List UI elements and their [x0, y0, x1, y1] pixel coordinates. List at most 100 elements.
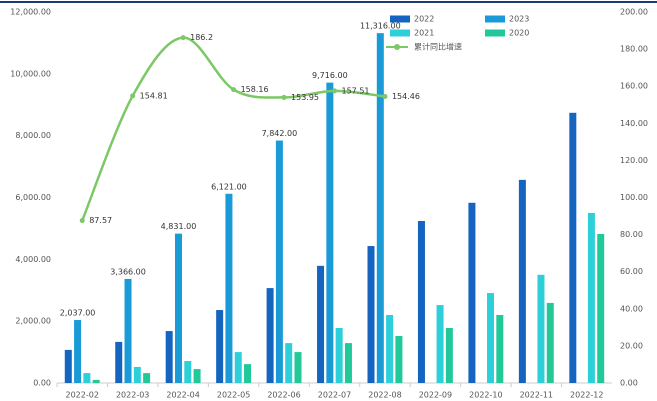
line-value-label: 87.57 — [89, 216, 112, 225]
bar — [326, 82, 334, 383]
legend-marker — [394, 44, 400, 50]
line-point — [231, 87, 237, 93]
x-tick-label: 2022-06 — [267, 391, 300, 400]
line-point — [79, 218, 85, 224]
bar — [193, 369, 201, 383]
y-tick-label: 6,000.00 — [15, 193, 51, 202]
y-tick-label: 10,000.00 — [10, 69, 51, 78]
y-tick-label: 2,000.00 — [15, 317, 51, 326]
bar — [64, 349, 72, 383]
y2-tick-label: 60.00 — [620, 267, 643, 276]
x-tick-label: 2022-03 — [116, 391, 149, 400]
bar — [133, 366, 141, 383]
bar — [537, 274, 545, 383]
y-tick-label: 4,000.00 — [15, 255, 51, 264]
y-tick-label: 12,000.00 — [10, 8, 51, 17]
legend-label: 2023 — [509, 15, 529, 24]
line — [81, 36, 386, 222]
line-point — [382, 93, 388, 99]
bar — [83, 373, 91, 383]
bar — [395, 336, 403, 383]
bar — [225, 193, 233, 383]
y2-tick-label: 120.00 — [620, 156, 648, 165]
y2-tick-label: 80.00 — [620, 230, 643, 239]
y2-tick-label: 180.00 — [620, 45, 648, 54]
legend-label: 2020 — [509, 29, 529, 38]
line-point — [130, 93, 136, 99]
line-value-label: 186.2 — [190, 33, 213, 42]
x-tick-label: 2022-12 — [570, 391, 603, 400]
bar — [386, 314, 394, 383]
bar — [184, 361, 192, 383]
line-point — [180, 35, 186, 41]
legend-swatch — [485, 15, 505, 23]
line-point — [281, 94, 287, 100]
x-tick-label: 2022-02 — [66, 391, 99, 400]
x-tick-label: 2022-09 — [419, 391, 452, 400]
bar — [74, 320, 82, 383]
legend-label: 累计同比增速 — [414, 42, 462, 52]
line-value-label: 154.81 — [140, 91, 168, 100]
legend-swatch — [390, 29, 410, 37]
bar — [92, 379, 100, 383]
y2-tick-label: 20.00 — [620, 341, 643, 350]
y-tick-label: 8,000.00 — [15, 131, 51, 140]
bar-value-label: 6,121.00 — [211, 182, 247, 191]
line-value-label: 154.46 — [392, 92, 420, 101]
bar-value-label: 3,366.00 — [110, 267, 146, 276]
line-point — [332, 88, 337, 94]
legend-label: 2021 — [414, 29, 434, 38]
bar — [468, 202, 476, 383]
bar — [445, 327, 453, 383]
y-tick-label: 0.00 — [33, 379, 51, 388]
line-value-label: 157.51 — [342, 86, 370, 95]
bar-value-label: 9,716.00 — [312, 71, 348, 80]
x-tick-label: 2022-10 — [469, 391, 502, 400]
legend-label: 2022 — [414, 15, 434, 24]
bar — [546, 302, 554, 383]
y2-tick-label: 140.00 — [620, 119, 648, 128]
bar-value-label: 11,316.00 — [360, 22, 401, 31]
bar — [294, 352, 302, 383]
legend-swatch — [390, 15, 410, 23]
bar — [344, 343, 352, 383]
bar — [234, 352, 242, 383]
bar — [216, 310, 224, 383]
y2-tick-label: 100.00 — [620, 193, 648, 202]
bar — [417, 220, 425, 383]
bar — [285, 343, 293, 383]
bar — [165, 331, 173, 383]
bar-value-label: 7,842.00 — [262, 129, 298, 138]
bar — [317, 265, 325, 383]
bar — [587, 212, 595, 383]
x-tick-label: 2022-11 — [520, 391, 553, 400]
bar-value-label: 4,831.00 — [161, 222, 197, 231]
bar — [376, 33, 384, 383]
bar — [487, 293, 495, 383]
bar — [367, 246, 375, 383]
bar — [569, 112, 577, 383]
bar — [266, 288, 274, 383]
legend-swatch — [485, 29, 505, 37]
y2-tick-label: 160.00 — [620, 82, 648, 91]
y2-tick-label: 200.00 — [620, 8, 648, 17]
x-tick-label: 2022-04 — [166, 391, 199, 400]
line-value-label: 158.16 — [241, 85, 269, 94]
bar — [124, 278, 132, 383]
bar — [496, 314, 504, 383]
bar — [597, 233, 605, 383]
x-tick-label: 2022-08 — [368, 391, 401, 400]
x-tick-label: 2022-05 — [217, 391, 250, 400]
bar — [174, 233, 182, 383]
bar — [335, 327, 343, 383]
bar — [143, 373, 151, 383]
bar — [275, 140, 283, 383]
y2-tick-label: 40.00 — [620, 304, 643, 313]
y2-tick-label: 0.00 — [620, 379, 638, 388]
x-tick-label: 2022-07 — [318, 391, 351, 400]
bar — [436, 305, 444, 383]
bar — [115, 341, 123, 383]
bar-value-label: 2,037.00 — [60, 309, 96, 318]
bar — [518, 179, 526, 383]
line-value-label: 153.95 — [291, 93, 319, 102]
